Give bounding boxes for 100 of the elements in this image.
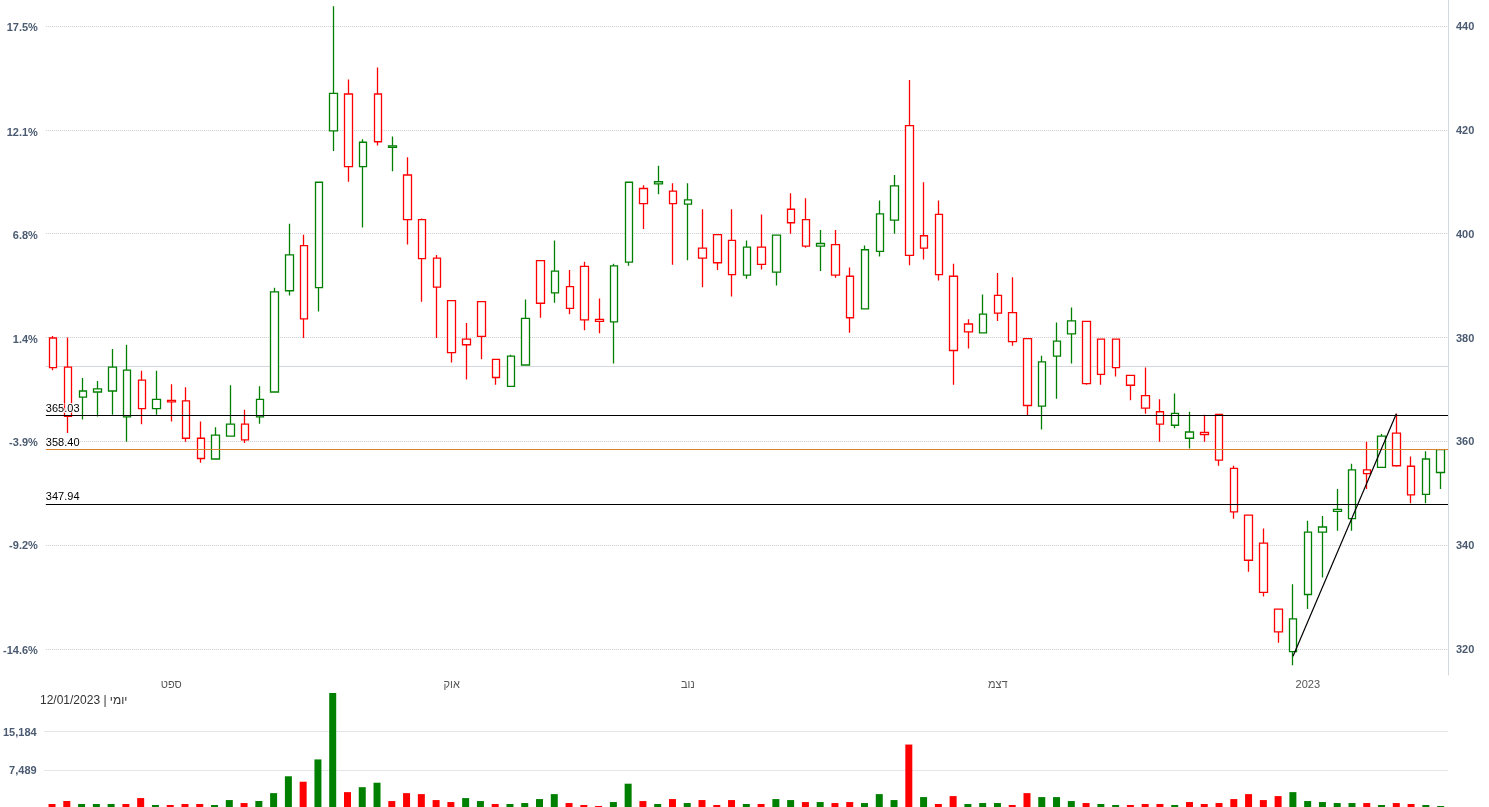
candlestick (48, 335, 58, 371)
candlestick (1199, 414, 1210, 443)
bar (343, 792, 351, 807)
candlestick (1170, 392, 1180, 430)
candlestick (1096, 337, 1106, 386)
candlestick (284, 223, 295, 297)
candlestick (963, 318, 974, 350)
candlestick (624, 181, 634, 267)
candlestick (1243, 513, 1254, 573)
candlestick (1406, 455, 1416, 504)
candlestick (446, 299, 457, 364)
y2-tick-label: -3.9% (9, 436, 39, 449)
candlestick (579, 261, 590, 331)
bar (1348, 803, 1356, 807)
candlestick (1229, 465, 1239, 520)
candlestick (978, 293, 988, 334)
x-tick-label: אוק (443, 677, 460, 690)
bar (358, 787, 366, 807)
y-tick-label: 15,184 (2, 725, 38, 738)
candlestick (373, 66, 383, 147)
candlestick (845, 266, 855, 334)
candlestick (786, 192, 796, 235)
candlestick (727, 208, 737, 298)
y-tick-label: 380 (1456, 331, 1475, 344)
candlestick (506, 353, 516, 388)
bar (181, 804, 189, 807)
y2-tick-label: 17.5% (6, 21, 39, 34)
bar (284, 776, 292, 807)
candlestick (181, 386, 191, 443)
y2-tick-label: -9.2% (9, 539, 39, 552)
bar (1023, 793, 1031, 807)
candlestick (196, 420, 206, 464)
bar (683, 803, 691, 807)
candlestick (1125, 374, 1136, 401)
candlestick (92, 380, 103, 418)
bar (1392, 803, 1400, 807)
bar (196, 804, 204, 807)
bar (1407, 804, 1415, 807)
candlestick (771, 234, 782, 287)
bar (654, 804, 662, 807)
candlestick (860, 244, 870, 311)
candlestick (1421, 450, 1431, 504)
y-tick-label: 440 (1456, 19, 1475, 32)
bar (1200, 804, 1208, 807)
bar (831, 803, 839, 807)
candlestick (1362, 441, 1372, 490)
candlestick (225, 384, 236, 438)
candlestick (269, 287, 280, 394)
candlestick (712, 233, 723, 271)
bar (1289, 792, 1297, 807)
candlestick (993, 272, 1003, 322)
candlestick (1288, 583, 1298, 666)
bar (78, 804, 86, 807)
bar (920, 797, 928, 807)
bar (875, 794, 883, 807)
bar (1053, 797, 1061, 807)
bar (668, 799, 676, 807)
candlestick (742, 239, 752, 280)
bar (772, 799, 780, 807)
bar (609, 802, 617, 807)
x-tick-label: ספט (160, 677, 182, 690)
bar (1259, 800, 1267, 807)
bar (890, 800, 898, 807)
candlestick (889, 174, 900, 235)
bar (270, 793, 278, 807)
bar (107, 804, 115, 807)
candlestick (904, 79, 915, 266)
y2-tick-label: 1.4% (12, 333, 39, 346)
bar (1274, 796, 1282, 807)
candlestick (1435, 449, 1446, 490)
bar (137, 798, 145, 807)
bar (1156, 804, 1164, 807)
ref-line-label: 347.94 (45, 490, 80, 503)
candlestick (653, 164, 664, 195)
candlestick (1081, 320, 1092, 386)
candlestick (594, 297, 605, 334)
candlestick (1022, 337, 1033, 417)
bar (1245, 794, 1253, 807)
candlestick (1037, 355, 1047, 431)
candlestick (756, 213, 767, 271)
candlestick (358, 138, 368, 229)
candlestick (683, 182, 693, 261)
bar (225, 800, 233, 807)
y-tick-label: 400 (1456, 227, 1475, 240)
bar (949, 796, 957, 807)
candlestick (210, 426, 221, 461)
candlestick (638, 184, 649, 230)
bar (742, 804, 750, 807)
bar (728, 800, 736, 807)
bar (240, 803, 248, 807)
candlestick (801, 197, 811, 249)
candlestick (919, 181, 929, 261)
bar (447, 802, 455, 807)
bar (624, 783, 632, 807)
candlestick (240, 409, 250, 444)
bar (1185, 802, 1193, 807)
candlestick (550, 239, 560, 304)
candlestick (387, 135, 398, 172)
bar (255, 801, 263, 807)
bar (1363, 803, 1371, 807)
